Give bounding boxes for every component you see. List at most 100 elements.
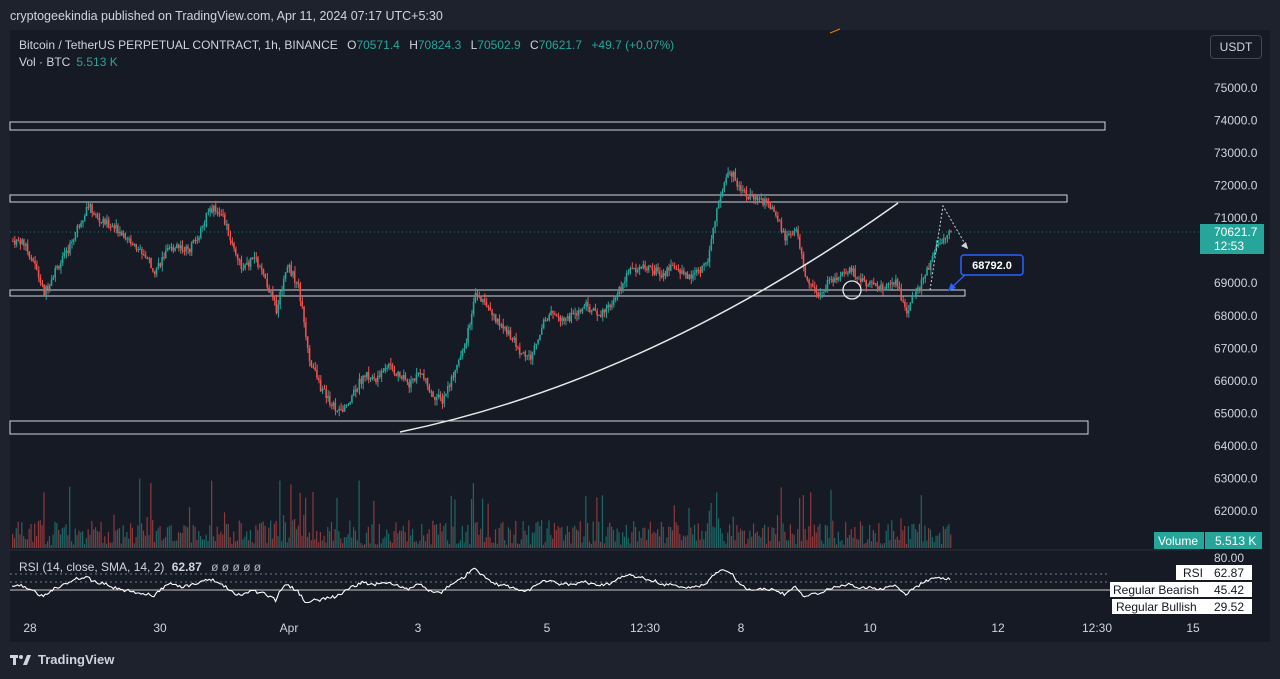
- candle-body: [948, 230, 950, 235]
- volume-bar: [72, 544, 75, 548]
- candle-body: [317, 377, 320, 381]
- volume-bar: [913, 523, 915, 548]
- candle-body: [647, 265, 650, 271]
- volume-bar: [841, 540, 843, 548]
- volume-bar: [314, 539, 316, 548]
- volume-bar: [260, 522, 263, 548]
- candle-body: [369, 378, 372, 380]
- candle-body: [813, 286, 816, 288]
- volume-bar: [539, 526, 541, 548]
- volume-legend[interactable]: Vol · BTC 5.513 K: [19, 55, 118, 69]
- circle-marker[interactable]: [842, 280, 862, 300]
- volume-bar: [887, 524, 889, 548]
- resistance-zone-top[interactable]: [9, 121, 1106, 131]
- callout-box[interactable]: [960, 254, 1024, 276]
- candle-body: [157, 263, 160, 268]
- volume-bar: [164, 537, 167, 548]
- volume-bar: [852, 537, 854, 548]
- volume-bar: [240, 522, 242, 548]
- volume-bar: [367, 526, 369, 548]
- candle-body: [450, 376, 453, 387]
- volume-bar: [622, 532, 624, 548]
- volume-bar: [400, 530, 403, 548]
- candle-body: [758, 198, 760, 200]
- candle-body: [163, 257, 165, 259]
- volume-bar: [325, 542, 327, 548]
- volume-bar: [236, 540, 239, 548]
- candle-body: [517, 346, 519, 348]
- volume-bar: [441, 531, 443, 548]
- chart-frame[interactable]: [10, 30, 1270, 642]
- curved-trendline[interactable]: [399, 202, 899, 433]
- candle-body: [32, 258, 34, 261]
- support-zone-mid[interactable]: [9, 289, 966, 297]
- candle-body: [607, 304, 609, 309]
- candle-body: [509, 330, 512, 340]
- rsi-legend[interactable]: RSI (14, close, SMA, 14, 2) 62.87 ø ø ø …: [19, 560, 261, 574]
- open-value: 70571.4: [356, 38, 400, 52]
- time-axis-label: Apr: [280, 621, 299, 635]
- candle-body: [345, 405, 348, 407]
- volume-bar: [548, 520, 550, 548]
- volume-bar: [775, 534, 777, 548]
- candle-body: [793, 230, 795, 235]
- volume-bar: [900, 518, 902, 548]
- tradingview-footer[interactable]: TradingView: [10, 652, 114, 667]
- volume-bar: [834, 537, 836, 548]
- candle-body: [843, 272, 845, 274]
- volume-bar: [437, 534, 439, 548]
- volume-bar: [756, 531, 758, 548]
- volume-bar: [822, 543, 825, 548]
- candle-body: [15, 239, 18, 245]
- volume-bar: [406, 541, 408, 548]
- volume-bar: [415, 541, 417, 548]
- volume-bar: [576, 529, 578, 548]
- candle-body: [808, 279, 810, 284]
- volume-bar: [616, 528, 618, 548]
- candle-body: [389, 363, 392, 366]
- candle-body: [616, 294, 619, 298]
- candle-body: [775, 211, 777, 216]
- candle-body: [365, 371, 368, 378]
- candle-body: [898, 286, 901, 289]
- candle-body: [216, 211, 219, 213]
- candle-body: [537, 339, 539, 344]
- volume-bar: [104, 536, 106, 548]
- candle-body: [557, 316, 560, 318]
- resistance-zone-mid[interactable]: [9, 194, 1068, 203]
- candle-body: [128, 238, 130, 240]
- volume-bar: [579, 521, 581, 548]
- candle-body: [194, 240, 196, 242]
- candle-body: [496, 318, 499, 323]
- volume-bar: [432, 520, 434, 548]
- currency-button[interactable]: USDT: [1210, 35, 1262, 59]
- candle-body: [371, 376, 373, 379]
- callout-label: 68792.0: [972, 260, 1012, 272]
- candle-body: [74, 232, 77, 240]
- time-axis[interactable]: 28 30 Apr 3 5 12:30 8 10 12 12:30 15: [23, 621, 1200, 635]
- volume-bar: [905, 543, 908, 548]
- volume-bar: [544, 542, 546, 548]
- volume-bar: [87, 529, 89, 548]
- volume-bar: [168, 526, 170, 548]
- candle-body: [782, 230, 784, 232]
- candle-body: [411, 378, 414, 381]
- projection-path[interactable]: [929, 204, 969, 291]
- publish-bar: cryptogeekindia published on TradingView…: [0, 0, 1280, 30]
- candle-body: [297, 282, 300, 285]
- candle-body: [548, 314, 550, 321]
- price-axis[interactable]: 75000.0 74000.0 73000.0 72000.0 71000.0 69000…: [1214, 81, 1258, 518]
- volume-bar: [146, 517, 148, 548]
- support-zone-bottom[interactable]: [9, 420, 1089, 435]
- symbol-legend[interactable]: Bitcoin / TetherUS PERPETUAL CONTRACT, 1…: [19, 38, 674, 52]
- volume-bar: [522, 521, 524, 548]
- candle-body: [98, 217, 101, 223]
- volume-bar: [754, 532, 756, 548]
- volume-bar: [153, 542, 156, 548]
- candle-body: [23, 239, 25, 246]
- candle-body: [378, 375, 381, 377]
- close-label: C: [530, 38, 539, 52]
- candle-body: [347, 404, 349, 406]
- volume-bar: [93, 529, 95, 548]
